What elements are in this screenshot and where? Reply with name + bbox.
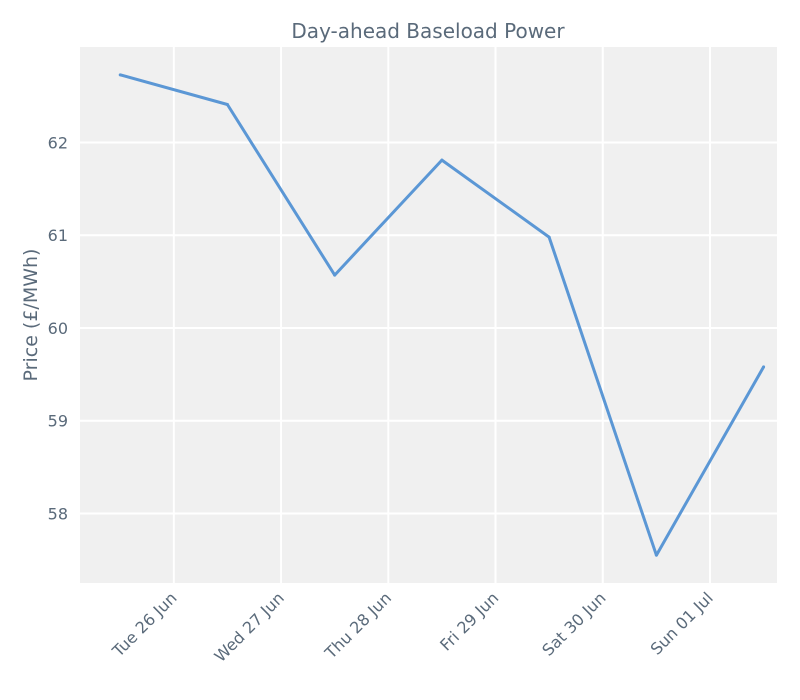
x-tick-label: Sat 30 Jun — [538, 588, 609, 659]
grid-lines — [80, 47, 777, 583]
data-point — [547, 235, 551, 239]
y-tick-label: 58 — [48, 504, 68, 523]
x-tick-label: Fri 29 Jun — [436, 588, 502, 654]
x-tick-label: Thu 28 Jun — [320, 588, 395, 663]
y-tick-labels: 58 59 60 61 62 — [48, 134, 68, 524]
y-tick-label: 59 — [48, 412, 68, 431]
data-point — [118, 73, 122, 77]
x-tick-labels: Tue 26 Jun Wed 27 Jun Thu 28 Jun Fri 29 Jun… — [108, 588, 717, 665]
x-tick-label: Tue 26 Jun — [108, 588, 181, 661]
x-tick-label: Wed 27 Jun — [211, 588, 288, 665]
y-axis-label: Price (£/MWh) — [20, 249, 42, 382]
data-point — [225, 102, 229, 106]
y-tick-label: 60 — [48, 319, 68, 338]
y-tick-label: 61 — [48, 226, 68, 245]
data-point — [333, 273, 337, 277]
x-tick-label: Sun 01 Jul — [647, 588, 717, 658]
data-point — [654, 553, 658, 557]
y-tick-label: 62 — [48, 134, 68, 153]
data-point — [440, 158, 444, 162]
plot-area — [80, 47, 777, 583]
chart-title: Day-ahead Baseload Power — [291, 19, 565, 43]
series-group — [118, 73, 766, 557]
data-point — [762, 365, 766, 369]
